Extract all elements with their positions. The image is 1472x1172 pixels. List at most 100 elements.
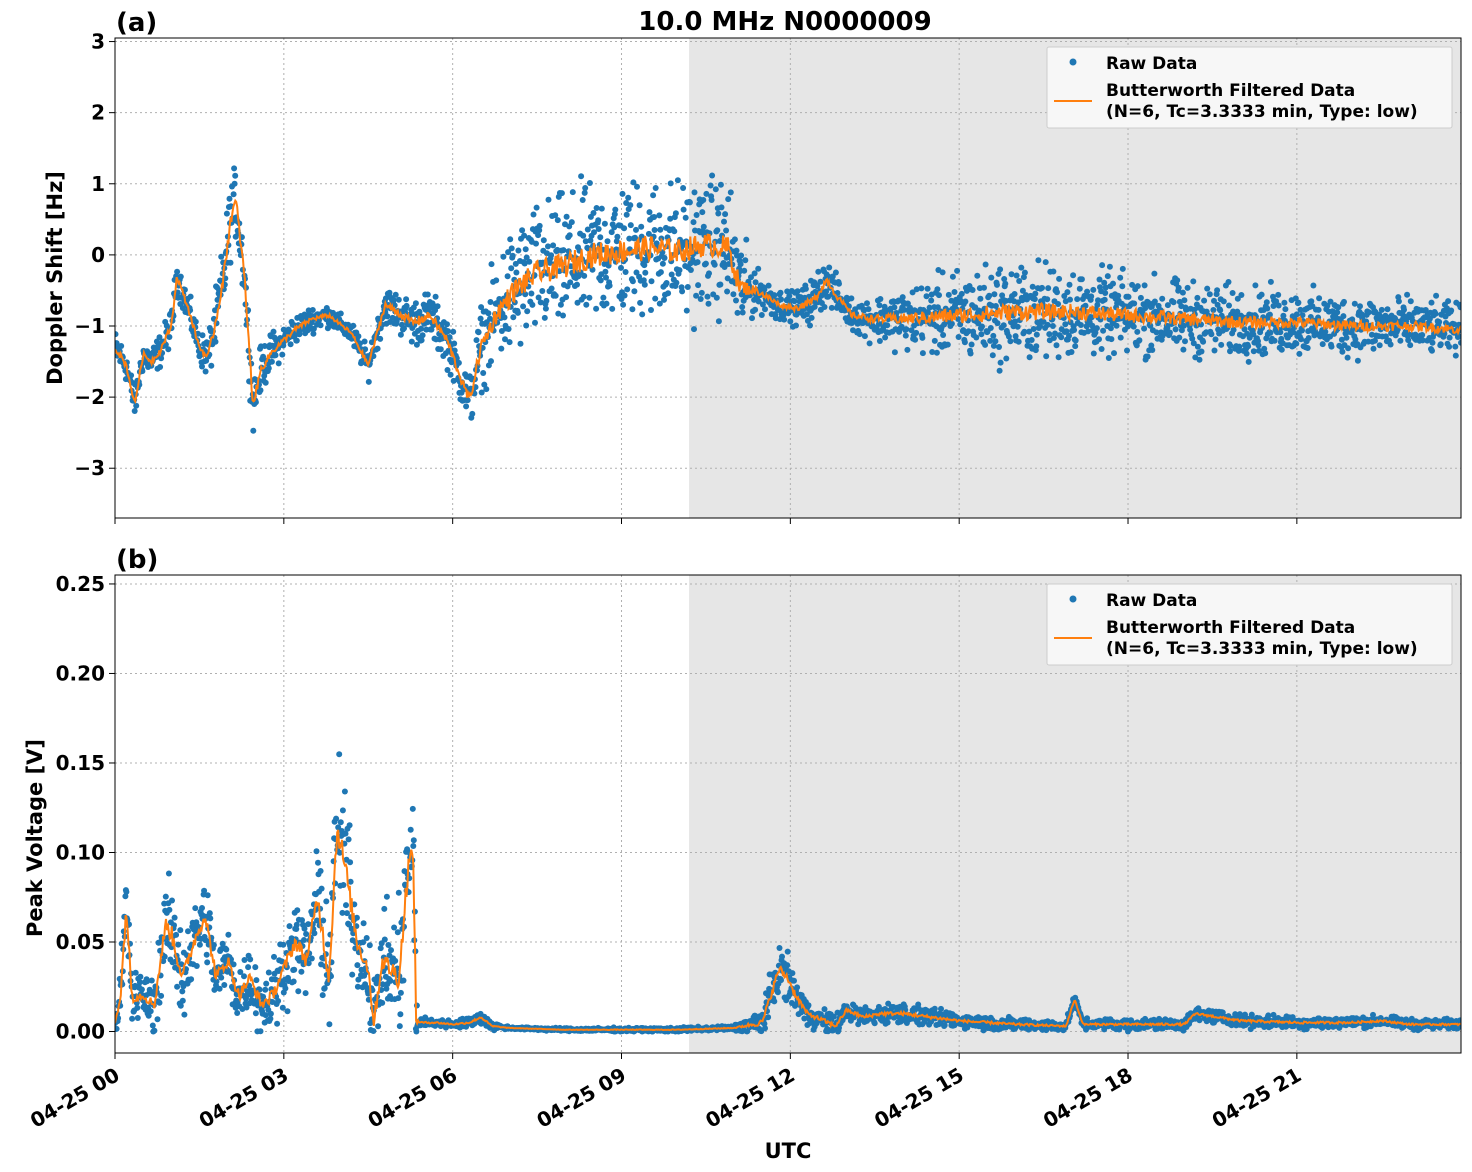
raw-data-point-a xyxy=(156,334,163,341)
raw-data-point-a xyxy=(940,332,947,338)
raw-data-point-b xyxy=(179,988,186,995)
raw-data-point-a xyxy=(893,310,900,316)
raw-data-point-a xyxy=(287,341,294,348)
raw-data-point-a xyxy=(487,299,494,305)
raw-data-point-a xyxy=(954,267,961,274)
raw-data-point-a xyxy=(1085,328,1092,335)
raw-data-point-b xyxy=(302,990,309,997)
raw-data-point-a xyxy=(475,329,482,336)
raw-data-point-a xyxy=(361,338,368,345)
raw-data-point-a xyxy=(671,228,678,235)
raw-data-point-b xyxy=(156,999,163,1006)
raw-data-point-a xyxy=(650,192,657,199)
raw-data-point-a xyxy=(1037,323,1043,329)
raw-data-point-a xyxy=(691,189,698,196)
raw-data-point-b xyxy=(230,961,237,968)
raw-data-point-b xyxy=(252,964,259,971)
raw-data-point-a xyxy=(1077,322,1084,328)
raw-data-point-b xyxy=(293,921,300,928)
raw-data-point-a xyxy=(265,365,272,372)
raw-data-point-a xyxy=(232,172,239,179)
raw-data-point-b xyxy=(326,1021,333,1028)
raw-data-point-a xyxy=(808,314,815,321)
raw-data-point-a xyxy=(1329,308,1336,315)
raw-data-point-a xyxy=(158,355,165,362)
raw-data-point-a xyxy=(533,240,539,247)
legend-box-a xyxy=(1046,46,1453,129)
raw-data-point-a xyxy=(648,307,654,313)
raw-data-point-a xyxy=(686,199,693,206)
raw-data-point-a xyxy=(992,338,999,345)
raw-data-point-a xyxy=(758,312,765,318)
raw-data-point-a xyxy=(1095,297,1101,304)
raw-data-point-a xyxy=(428,326,435,333)
raw-data-point-b xyxy=(138,986,145,993)
raw-data-point-a xyxy=(1008,271,1015,278)
raw-data-point-a xyxy=(967,350,974,357)
raw-data-point-a xyxy=(262,379,269,386)
raw-data-point-a xyxy=(293,337,300,344)
raw-data-point-b xyxy=(219,940,226,947)
raw-data-point-a xyxy=(1049,323,1056,329)
raw-data-point-a xyxy=(865,306,872,313)
raw-data-point-a xyxy=(749,315,755,322)
raw-data-point-a xyxy=(509,252,516,259)
raw-data-point-a xyxy=(1458,339,1461,346)
raw-data-point-b xyxy=(317,868,324,874)
raw-data-point-b xyxy=(311,930,318,937)
raw-data-point-a xyxy=(1220,298,1227,305)
raw-data-point-b xyxy=(260,993,267,1000)
raw-data-point-a xyxy=(667,215,674,222)
raw-data-point-a xyxy=(624,286,631,293)
raw-data-point-b xyxy=(383,985,390,992)
raw-data-point-a xyxy=(401,325,407,332)
raw-data-point-a xyxy=(430,322,437,328)
raw-data-point-a xyxy=(1137,294,1144,301)
raw-data-point-a xyxy=(661,296,667,303)
raw-data-point-a xyxy=(1198,321,1204,328)
raw-data-point-b xyxy=(784,962,791,969)
raw-data-point-a xyxy=(784,288,791,295)
raw-data-point-a xyxy=(948,320,955,327)
raw-data-point-a xyxy=(1277,329,1284,336)
raw-data-point-a xyxy=(667,180,674,187)
raw-data-point-a xyxy=(691,326,697,333)
raw-data-point-a xyxy=(539,288,546,294)
raw-data-point-b xyxy=(340,882,347,888)
raw-data-point-a xyxy=(715,210,722,217)
raw-data-point-a xyxy=(752,306,759,313)
raw-data-point-b xyxy=(407,826,414,833)
raw-data-point-b xyxy=(257,1028,264,1035)
raw-data-point-a xyxy=(1436,319,1443,325)
raw-data-point-a xyxy=(899,294,906,301)
raw-data-point-a xyxy=(1344,354,1351,361)
raw-data-point-a xyxy=(1066,281,1073,288)
raw-data-point-a xyxy=(502,336,508,343)
raw-data-point-a xyxy=(1226,302,1232,309)
raw-data-point-a xyxy=(1404,291,1411,298)
raw-data-point-b xyxy=(234,1010,241,1016)
raw-data-point-b xyxy=(196,941,203,948)
raw-data-point-a xyxy=(761,286,768,293)
raw-data-point-a xyxy=(1064,289,1071,296)
raw-data-point-a xyxy=(1266,311,1273,318)
raw-data-point-b xyxy=(199,905,205,911)
raw-data-point-a xyxy=(1250,331,1257,338)
raw-data-point-a xyxy=(226,195,233,202)
raw-data-point-a xyxy=(1119,265,1126,272)
raw-data-point-a xyxy=(929,349,936,355)
raw-data-point-b xyxy=(221,982,228,988)
raw-data-point-a xyxy=(133,402,140,409)
raw-data-point-a xyxy=(1043,353,1050,360)
raw-data-point-a xyxy=(514,309,521,316)
raw-data-point-a xyxy=(403,302,410,309)
raw-data-point-b xyxy=(173,931,180,938)
raw-data-point-a xyxy=(723,227,730,234)
raw-data-point-a xyxy=(1275,302,1282,309)
raw-data-point-a xyxy=(1104,273,1111,280)
raw-data-point-a xyxy=(603,300,610,307)
raw-data-point-a xyxy=(1119,283,1126,290)
raw-data-point-b xyxy=(201,887,208,894)
raw-data-point-b xyxy=(123,888,130,895)
raw-data-point-b xyxy=(360,939,367,946)
